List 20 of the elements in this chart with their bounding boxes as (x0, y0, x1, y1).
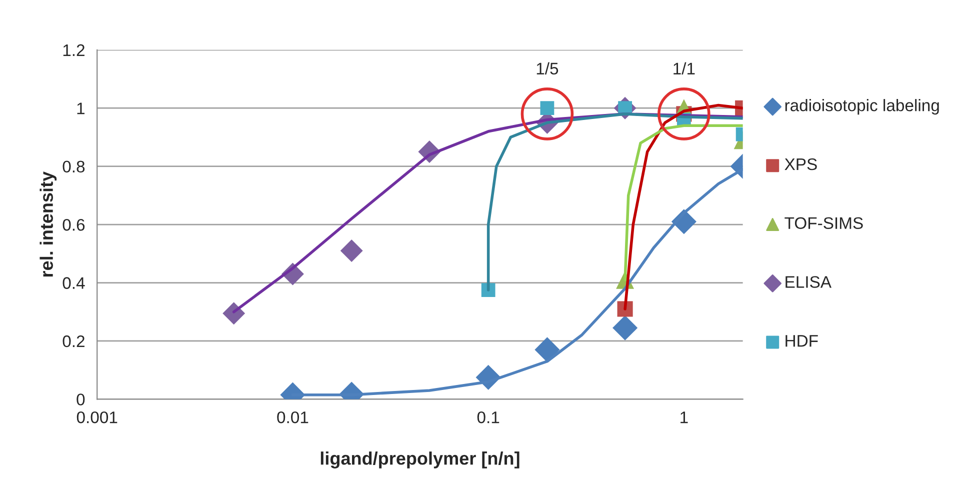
legend-label: ELISA (786, 276, 832, 288)
x-tick-label: 0.01 (277, 411, 308, 424)
y-tick-label: 0.2 (62, 335, 84, 348)
y-tick-label: 0.6 (62, 218, 85, 231)
x-tick-label: 0.001 (76, 411, 118, 424)
y-tick-label: 0.4 (62, 277, 85, 289)
legend-label: HDF (786, 335, 818, 347)
y-tick-label: 0 (76, 394, 85, 406)
y-axis-title: rel. intensity (40, 171, 57, 277)
x-tick-label: 0.1 (477, 411, 500, 424)
y-tick-label: 1 (77, 102, 84, 114)
legend-label: TOF-SIMS (784, 217, 863, 230)
annotation: 1/5 (536, 62, 558, 75)
y-tick-label: 0.8 (62, 160, 85, 173)
x-axis-title: ligand/prepolymer [n/n] (320, 452, 520, 468)
legend-label: radioisotopic labeling (785, 99, 939, 115)
legend-label: XPS (784, 158, 817, 170)
y-tick-label: 1.2 (63, 44, 84, 56)
annotation: 1/1 (674, 62, 695, 75)
x-tick-label: 1 (680, 412, 688, 424)
